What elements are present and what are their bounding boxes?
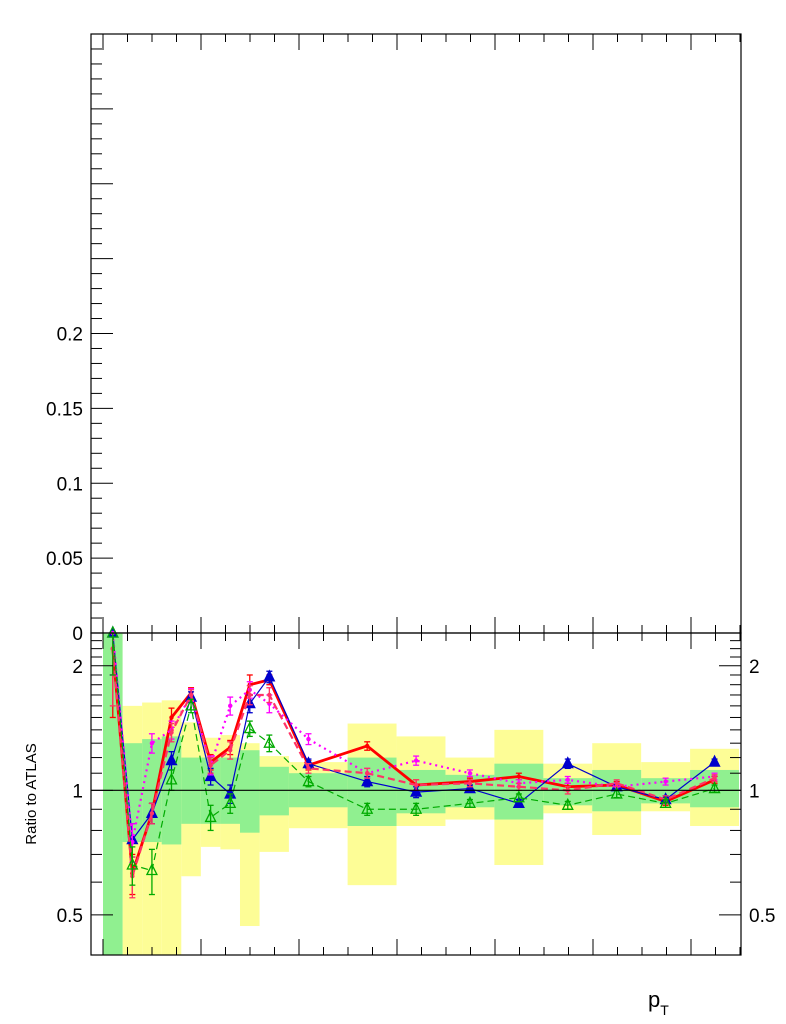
series-line (112, 632, 715, 872)
bottom-y-axis: 0.5 0.5 1 1 2 2 (57, 640, 775, 956)
data-point (185, 698, 198, 711)
data-point (663, 779, 668, 784)
top-y-tick-label: 0 (72, 624, 83, 645)
data-point (130, 839, 135, 845)
data-point (145, 863, 158, 876)
bottom-panel-frame (90, 632, 742, 956)
data-point (467, 771, 473, 776)
inner-band (259, 766, 289, 816)
data-point (263, 735, 276, 748)
data-point (361, 801, 374, 814)
bottom-y-tick-label-right: 2 (749, 657, 760, 678)
data-point (561, 797, 574, 810)
data-point (467, 781, 473, 786)
series-line (111, 648, 716, 874)
data-point (106, 625, 119, 638)
data-point (306, 766, 311, 771)
series-layer (106, 625, 721, 899)
top-y-axis: 0 0.05 0.1 0.15 0.2 (46, 48, 113, 645)
data-point (149, 740, 155, 746)
bottom-y-tick-label-left: 2 (72, 657, 83, 678)
data-point (263, 669, 276, 682)
data-point (149, 811, 155, 816)
data-point (512, 795, 525, 809)
top-y-tick-label: 0.15 (46, 399, 83, 420)
series-4 (106, 625, 721, 896)
series-line (111, 632, 715, 843)
data-point (364, 743, 370, 749)
data-point (224, 795, 237, 809)
top-x-ticks (102, 34, 741, 633)
bottom-panel: 0.5 0.5 1 1 2 2 Ratio to ATLAS pT (23, 625, 775, 1018)
bottom-y-tick-label-right: 0.5 (749, 906, 775, 927)
data-point (565, 777, 570, 783)
data-point (204, 769, 217, 782)
data-point (708, 781, 721, 794)
data-point (410, 784, 423, 797)
data-point (169, 715, 174, 720)
y-axis-label: Ratio to ATLAS (23, 743, 40, 844)
top-y-tick-label: 0.2 (57, 325, 83, 346)
inner-band (347, 757, 397, 826)
data-point (561, 756, 574, 769)
data-point (228, 748, 233, 753)
data-point (708, 754, 721, 767)
data-point (516, 784, 522, 789)
data-point (169, 730, 174, 735)
data-point (364, 771, 370, 776)
top-y-tick-label: 0.05 (46, 549, 83, 570)
data-point (247, 692, 252, 698)
series-line (111, 648, 715, 877)
top-y-tick-label: 0.1 (57, 474, 83, 495)
data-point (208, 763, 213, 768)
data-point (267, 692, 272, 698)
data-point (306, 736, 311, 742)
bottom-y-tick-label-left: 0.5 (57, 906, 83, 927)
x-axis-label-sub: T (660, 1002, 669, 1018)
data-point (659, 795, 672, 809)
data-point (188, 692, 194, 698)
data-point (410, 801, 423, 814)
data-point (413, 758, 419, 763)
data-point (228, 703, 233, 709)
data-point (361, 774, 374, 787)
inner-band (239, 750, 260, 833)
x-axis-label: pT (648, 987, 669, 1018)
data-point (204, 809, 217, 823)
top-panel: 0 0.05 0.1 0.15 0.2 (46, 33, 742, 645)
data-point (413, 782, 419, 788)
bottom-y-tick-label-right: 1 (749, 781, 760, 802)
bottom-y-tick-label-left: 1 (72, 781, 83, 802)
data-point (243, 721, 256, 734)
x-axis-label-main: p (648, 987, 660, 1012)
top-panel-frame (90, 33, 742, 634)
data-point (165, 753, 178, 766)
data-point (516, 774, 522, 779)
data-point (302, 774, 315, 787)
data-point (512, 790, 525, 803)
data-point (614, 781, 619, 786)
data-point (610, 786, 623, 799)
data-point (712, 775, 717, 781)
data-point (126, 857, 139, 870)
bottom-x-ticks (102, 633, 741, 955)
data-point (463, 795, 476, 809)
series-line (112, 632, 715, 842)
data-point (165, 772, 178, 785)
